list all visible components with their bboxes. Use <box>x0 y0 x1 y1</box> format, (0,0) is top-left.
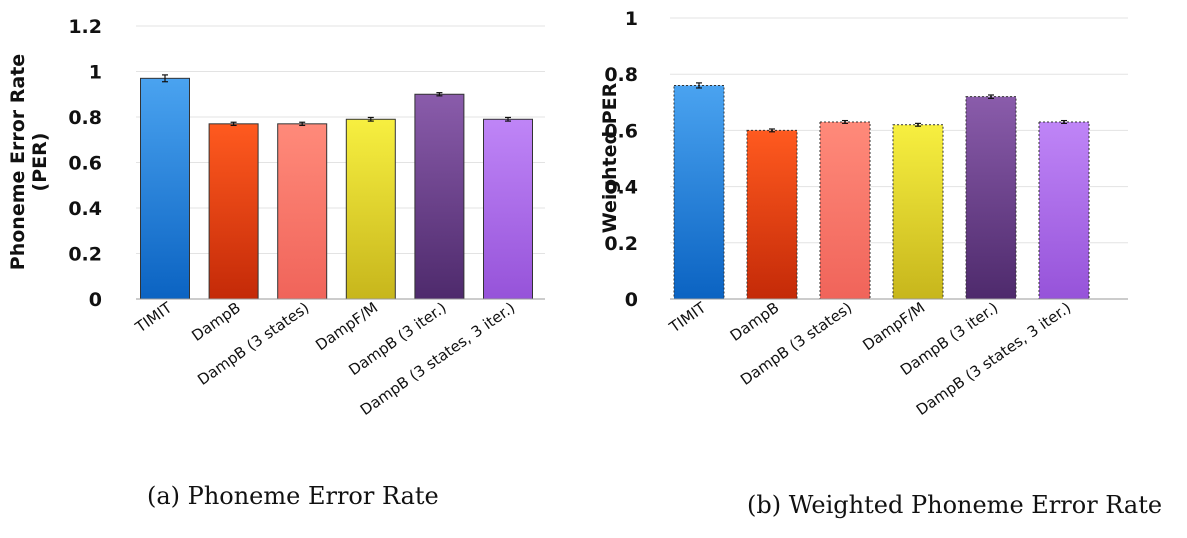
bar-dampf-m <box>345 118 396 300</box>
error-bar <box>162 74 168 83</box>
y-tick-label: 0.8 <box>604 64 638 86</box>
bar-dampf-m <box>892 124 944 300</box>
y-tick-label: 0.8 <box>68 107 102 129</box>
bar-dampb-3-iter <box>414 93 465 300</box>
bar-dampb-3-states-3-iter <box>1038 121 1090 300</box>
error-bar <box>505 116 511 122</box>
y-axis-label: Weighted PER <box>599 82 621 233</box>
bar-timit <box>673 84 725 300</box>
error-bar <box>230 121 237 127</box>
y-axis-label: (PER) <box>29 133 51 192</box>
x-category-label: DampB (3 states) <box>194 299 312 389</box>
bar-timit <box>140 77 190 300</box>
error-bar <box>1061 119 1067 124</box>
y-tick-label: 0 <box>625 289 638 311</box>
caption-phoneme-error-rate: (a) Phoneme Error Rate <box>147 482 439 510</box>
error-bar <box>436 92 443 97</box>
x-category-label: DampB <box>727 299 783 345</box>
y-tick-label: 0.4 <box>68 198 102 220</box>
y-tick-label: 1.2 <box>68 16 102 38</box>
y-tick-label: 0.6 <box>604 120 638 142</box>
y-tick-label: 1 <box>625 8 638 30</box>
error-bar <box>915 122 921 127</box>
y-axis-label: Phoneme Error Rate <box>7 54 29 270</box>
x-category-label: TIMIT <box>665 298 710 337</box>
y-tick-label: 0.6 <box>68 153 102 175</box>
y-tick-label: 1 <box>89 62 102 84</box>
error-bar <box>696 82 702 89</box>
bar-dampb-3-states <box>277 123 328 300</box>
bar-dampb <box>746 129 798 300</box>
caption-weighted-phoneme-error-rate: (b) Weighted Phoneme Error Rate <box>747 491 1163 519</box>
x-category-label: DampF/M <box>859 299 928 355</box>
bar-dampb <box>208 123 259 300</box>
error-bar <box>842 119 848 124</box>
error-bar <box>299 121 306 127</box>
error-bar <box>367 116 374 122</box>
y-tick-label: 0 <box>89 289 102 311</box>
error-bar <box>769 128 775 133</box>
bar-dampb-3-states <box>819 121 871 300</box>
y-tick-label: 0.2 <box>604 233 638 255</box>
bar-dampb-3-states-3-iter <box>483 118 533 300</box>
x-category-label: DampB <box>188 299 244 345</box>
y-tick-label: 0.4 <box>604 177 638 199</box>
y-tick-label: 0.2 <box>68 244 102 266</box>
bar-dampb-3-iter <box>965 96 1017 300</box>
error-bar <box>988 94 994 99</box>
x-category-label: TIMIT <box>131 298 176 337</box>
